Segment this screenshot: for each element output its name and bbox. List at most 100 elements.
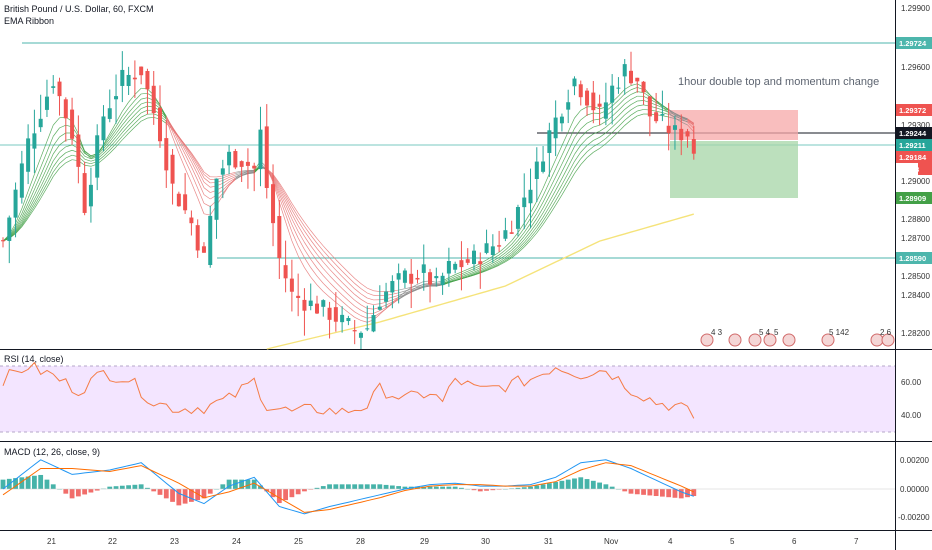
- ema-ribbon-segment: [574, 137, 582, 147]
- macd-histogram-bar: [678, 489, 684, 499]
- event-flag-icon[interactable]: [748, 333, 762, 347]
- ema-ribbon-segment: [511, 243, 519, 251]
- macd-histogram-bar: [189, 489, 194, 502]
- event-flag-icon[interactable]: [763, 333, 777, 347]
- candle-body: [396, 273, 401, 280]
- target-tag-label: 1.28909: [899, 194, 926, 203]
- ema-ribbon-segment: [191, 161, 198, 175]
- ema-ribbon-segment: [134, 87, 142, 95]
- ema-ribbon-segment: [385, 303, 393, 308]
- macd-histogram-bar: [666, 489, 672, 498]
- ema-ribbon-segment: [480, 270, 487, 274]
- ema-ribbon-segment: [687, 124, 695, 132]
- ema-ribbon-segment: [586, 133, 594, 139]
- ema-ribbon-segment: [367, 297, 374, 301]
- candle-body: [603, 102, 608, 119]
- event-markers[interactable]: 4 3 5 4 5 5 142 2 6: [700, 328, 895, 347]
- ema-ribbon-segment: [285, 200, 293, 215]
- ema-ribbon-segment: [580, 106, 588, 111]
- ema-ribbon-segment: [304, 221, 312, 231]
- candle-body: [497, 245, 502, 247]
- ema-ribbon-segment: [15, 223, 23, 233]
- time-axis[interactable]: 21 22 23 24 25 28 29 30 31 Nov 4 5 6 7: [47, 537, 859, 546]
- ema-ribbon-segment: [241, 170, 248, 172]
- ema-ribbon-segment: [191, 173, 199, 189]
- ema-ribbon-segment: [348, 272, 355, 279]
- ema-ribbon-segment: [310, 230, 318, 239]
- ema-ribbon-segment: [656, 110, 663, 113]
- macd-histogram-bar: [653, 489, 659, 497]
- ema-ribbon-segment: [555, 184, 563, 197]
- candle-body: [183, 194, 188, 211]
- ema-ribbon-segment: [27, 194, 35, 208]
- ema-ribbon-segment: [216, 175, 223, 178]
- ema-ribbon-segment: [184, 150, 192, 162]
- ema-ribbon-segment: [398, 292, 406, 296]
- ema-ribbon-segment: [523, 223, 531, 233]
- rsi-tick-label: 40.00: [901, 411, 922, 420]
- ema-ribbon-segment: [662, 105, 669, 110]
- ema-ribbon-segment: [480, 266, 487, 270]
- ema-ribbon-segment: [323, 268, 330, 276]
- ema-ribbon-segment: [304, 267, 312, 278]
- ema-ribbon-segment: [593, 124, 600, 128]
- ema-ribbon-segment: [611, 126, 619, 133]
- ema-ribbon-segment: [498, 254, 506, 260]
- macd-histogram-bar: [660, 489, 665, 497]
- ema-ribbon-segment: [611, 110, 619, 117]
- ema-ribbon-segment: [103, 144, 111, 152]
- ema-ribbon-segment: [329, 296, 337, 303]
- ema-ribbon-segment: [630, 95, 638, 100]
- ema-ribbon-segment: [486, 258, 494, 263]
- macd-histogram-bar: [603, 484, 609, 489]
- ema-ribbon-segment: [341, 282, 349, 289]
- ema-ribbon-segment: [228, 179, 236, 185]
- ema-ribbon-segment: [379, 307, 387, 311]
- ema-ribbon-segment: [335, 269, 343, 277]
- ema-ribbon-segment: [59, 139, 67, 146]
- ema-ribbon-segment: [511, 252, 519, 259]
- ema-ribbon-segment: [310, 267, 318, 277]
- macd-histogram-bar: [521, 487, 527, 489]
- candle-body: [428, 272, 433, 285]
- ema-ribbon-segment: [523, 218, 531, 229]
- ema-ribbon-segment: [360, 288, 368, 294]
- ema-ribbon-segment: [561, 141, 569, 156]
- rsi-tick-label: 60.00: [901, 378, 922, 387]
- candle-body: [132, 77, 137, 80]
- candle-body: [434, 276, 439, 279]
- ema-ribbon-segment: [360, 299, 368, 304]
- ema-ribbon-segment: [530, 207, 538, 219]
- event-flag-icon[interactable]: [700, 333, 714, 347]
- ema-ribbon-segment: [297, 245, 305, 258]
- ema-ribbon-segment: [593, 148, 600, 153]
- ma200-line: [266, 213, 694, 350]
- ema-ribbon-segment: [34, 181, 41, 196]
- candle-body: [534, 161, 539, 179]
- candle-body: [679, 128, 684, 141]
- ema-ribbon-segment: [398, 294, 406, 298]
- ema-ribbon-segment: [492, 254, 500, 260]
- ema-ribbon-segment: [285, 214, 293, 232]
- ema-ribbon-segment: [191, 166, 198, 181]
- candle-body: [346, 318, 351, 322]
- ema-ribbon-segment: [580, 138, 588, 146]
- ema-ribbon-segment: [517, 239, 525, 247]
- event-flag-icon[interactable]: [821, 333, 835, 347]
- time-tick-label: Nov: [604, 537, 618, 546]
- macd-histogram-bar: [132, 484, 138, 489]
- event-flag-icon[interactable]: [782, 333, 796, 347]
- price-axis[interactable]: 1.29900 1.29600 1.29300 1.29000 1.28700 …: [901, 4, 930, 338]
- macd-histogram-bar: [163, 489, 169, 499]
- event-flag-icon[interactable]: [728, 333, 742, 347]
- ema-ribbon-segment: [486, 267, 493, 271]
- event-flag-icon[interactable]: [881, 333, 895, 347]
- ema-ribbon-segment: [624, 109, 632, 116]
- ema-ribbon-segment: [674, 116, 682, 119]
- ema-ribbon-segment: [235, 175, 242, 180]
- event-marker-label: 5: [774, 328, 779, 337]
- ema-ribbon-segment: [398, 290, 406, 294]
- macd-histogram-bar: [107, 486, 113, 489]
- ema-ribbon-segment: [115, 124, 123, 134]
